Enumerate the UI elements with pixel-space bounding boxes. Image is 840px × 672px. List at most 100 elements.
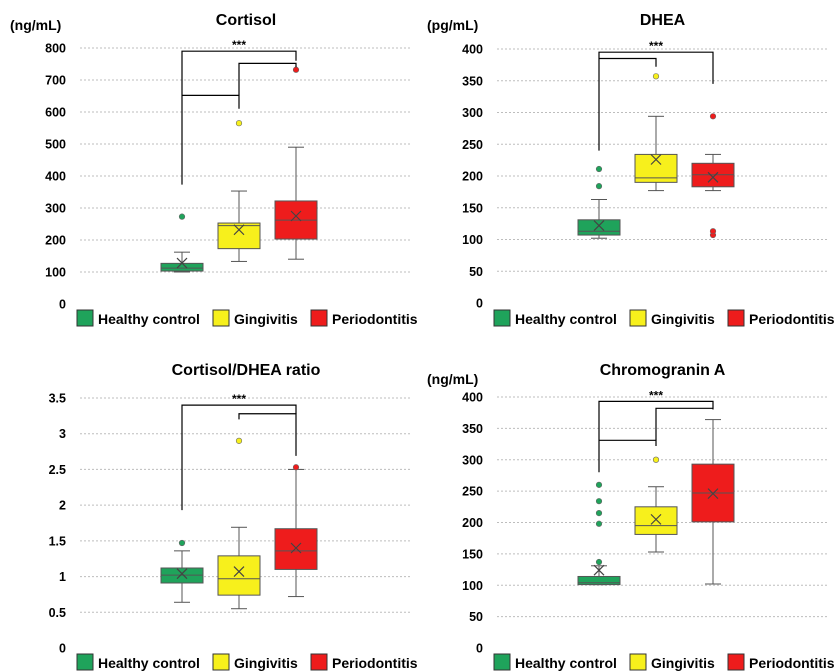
legend-label: Healthy control	[515, 311, 617, 327]
y-axis-unit-label: (ng/mL)	[427, 371, 478, 387]
iqr-box	[577, 219, 621, 236]
box-periodontitis	[691, 419, 735, 585]
legend-label: Periodontitis	[332, 655, 418, 671]
box-gingivitis	[217, 437, 261, 610]
legend-label: Healthy control	[98, 655, 200, 671]
legend-label: Gingivitis	[234, 311, 298, 327]
y-tick-label: 0	[476, 297, 483, 311]
mean-marker	[233, 566, 245, 577]
chart-title: DHEA	[640, 12, 686, 29]
outlier-point	[652, 73, 660, 80]
y-tick-label: 700	[45, 74, 66, 88]
legend-swatch	[76, 653, 94, 671]
legend: Healthy control Gingivitis Periodontitis	[493, 653, 835, 671]
significance-bracket	[598, 51, 714, 151]
mean-marker	[176, 257, 188, 269]
y-tick-label: 350	[462, 74, 483, 88]
legend-swatch	[629, 309, 647, 327]
outlier-point	[709, 228, 717, 235]
mean-marker	[593, 564, 605, 576]
legend-swatch	[727, 653, 745, 671]
chart-title: Cortisol/DHEA ratio	[172, 362, 321, 379]
y-tick-label: 100	[45, 266, 66, 280]
y-axis-unit-label: (pg/mL)	[427, 17, 478, 33]
iqr-box	[274, 528, 318, 570]
significance-bracket	[655, 407, 713, 441]
y-tick-label: 2	[59, 499, 66, 513]
outlier-point	[595, 165, 603, 173]
legend-swatch	[310, 309, 328, 327]
legend-swatch	[493, 309, 511, 327]
significance-bracket	[181, 404, 297, 511]
significance-label: ***	[232, 392, 246, 406]
y-tick-label: 0	[476, 642, 483, 656]
chart-title: Cortisol	[216, 12, 276, 29]
outlier-point	[595, 481, 603, 488]
box-gingivitis	[217, 120, 261, 262]
significance-bracket	[182, 94, 240, 109]
legend: Healthy control Gingivitis Periodontitis	[76, 653, 418, 671]
legend-swatch	[76, 309, 94, 327]
iqr-box	[217, 222, 261, 250]
iqr-box	[160, 262, 204, 272]
mean-marker	[290, 542, 302, 554]
y-tick-label: 50	[469, 610, 483, 624]
y-tick-label: 0.5	[49, 606, 66, 620]
outlier-point	[235, 120, 243, 127]
y-tick-label: 50	[469, 265, 483, 279]
outlier-point	[652, 456, 660, 463]
legend-swatch	[310, 653, 328, 671]
chart-panel-2: DHEA (pg/mL) 0 50 100 150 200 250 300 350 400 *** He…	[427, 12, 835, 327]
legend-label: Periodontitis	[749, 655, 835, 671]
outlier-point	[709, 113, 717, 120]
mean-marker	[290, 210, 302, 222]
box-gingivitis	[634, 456, 678, 553]
box-periodontitis	[274, 66, 318, 260]
y-tick-label: 400	[45, 170, 66, 184]
y-tick-label: 350	[462, 422, 483, 436]
y-tick-label: 150	[462, 547, 483, 561]
y-tick-label: 150	[462, 201, 483, 215]
mean-marker	[650, 513, 662, 525]
significance-bracket	[238, 62, 297, 96]
mean-marker	[176, 568, 188, 580]
y-tick-label: 200	[462, 516, 483, 530]
legend-label: Periodontitis	[332, 311, 418, 327]
box-periodontitis	[691, 113, 735, 239]
legend-label: Gingivitis	[651, 655, 715, 671]
legend-label: Gingivitis	[234, 655, 298, 671]
significance-bracket	[181, 50, 297, 185]
mean-marker	[650, 154, 662, 165]
y-axis-unit-label: (ng/mL)	[10, 17, 61, 33]
y-tick-label: 250	[462, 138, 483, 152]
outlier-point	[595, 509, 603, 517]
legend-swatch	[629, 653, 647, 671]
y-tick-label: 100	[462, 233, 483, 247]
y-tick-label: 400	[462, 43, 483, 57]
box-gingivitis	[634, 73, 678, 192]
y-tick-label: 1.5	[49, 534, 66, 548]
y-tick-label: 300	[462, 453, 483, 467]
legend: Healthy control Gingivitis Periodontitis	[493, 309, 835, 327]
outlier-point	[595, 183, 603, 190]
outlier-point	[595, 498, 603, 505]
iqr-box	[634, 506, 678, 535]
significance-bracket	[599, 57, 657, 67]
legend-label: Periodontitis	[749, 311, 835, 327]
iqr-box	[577, 575, 621, 586]
y-tick-label: 2.5	[49, 463, 66, 477]
significance-brackets: ***	[598, 39, 714, 151]
significance-bracket	[238, 413, 297, 456]
outlier-point	[292, 66, 300, 73]
outlier-point	[178, 539, 186, 547]
chart-panel-4: Chromogranin A (ng/mL) 0 50 100 150 200 250 300 3…	[427, 362, 835, 671]
significance-label: ***	[649, 39, 663, 53]
y-tick-label: 600	[45, 106, 66, 120]
y-tick-label: 500	[45, 138, 66, 152]
iqr-box	[217, 555, 261, 596]
y-tick-label: 3.5	[49, 392, 66, 406]
outlier-point	[595, 558, 603, 566]
chart-title: Chromogranin A	[600, 362, 726, 379]
mean-marker	[707, 488, 719, 500]
